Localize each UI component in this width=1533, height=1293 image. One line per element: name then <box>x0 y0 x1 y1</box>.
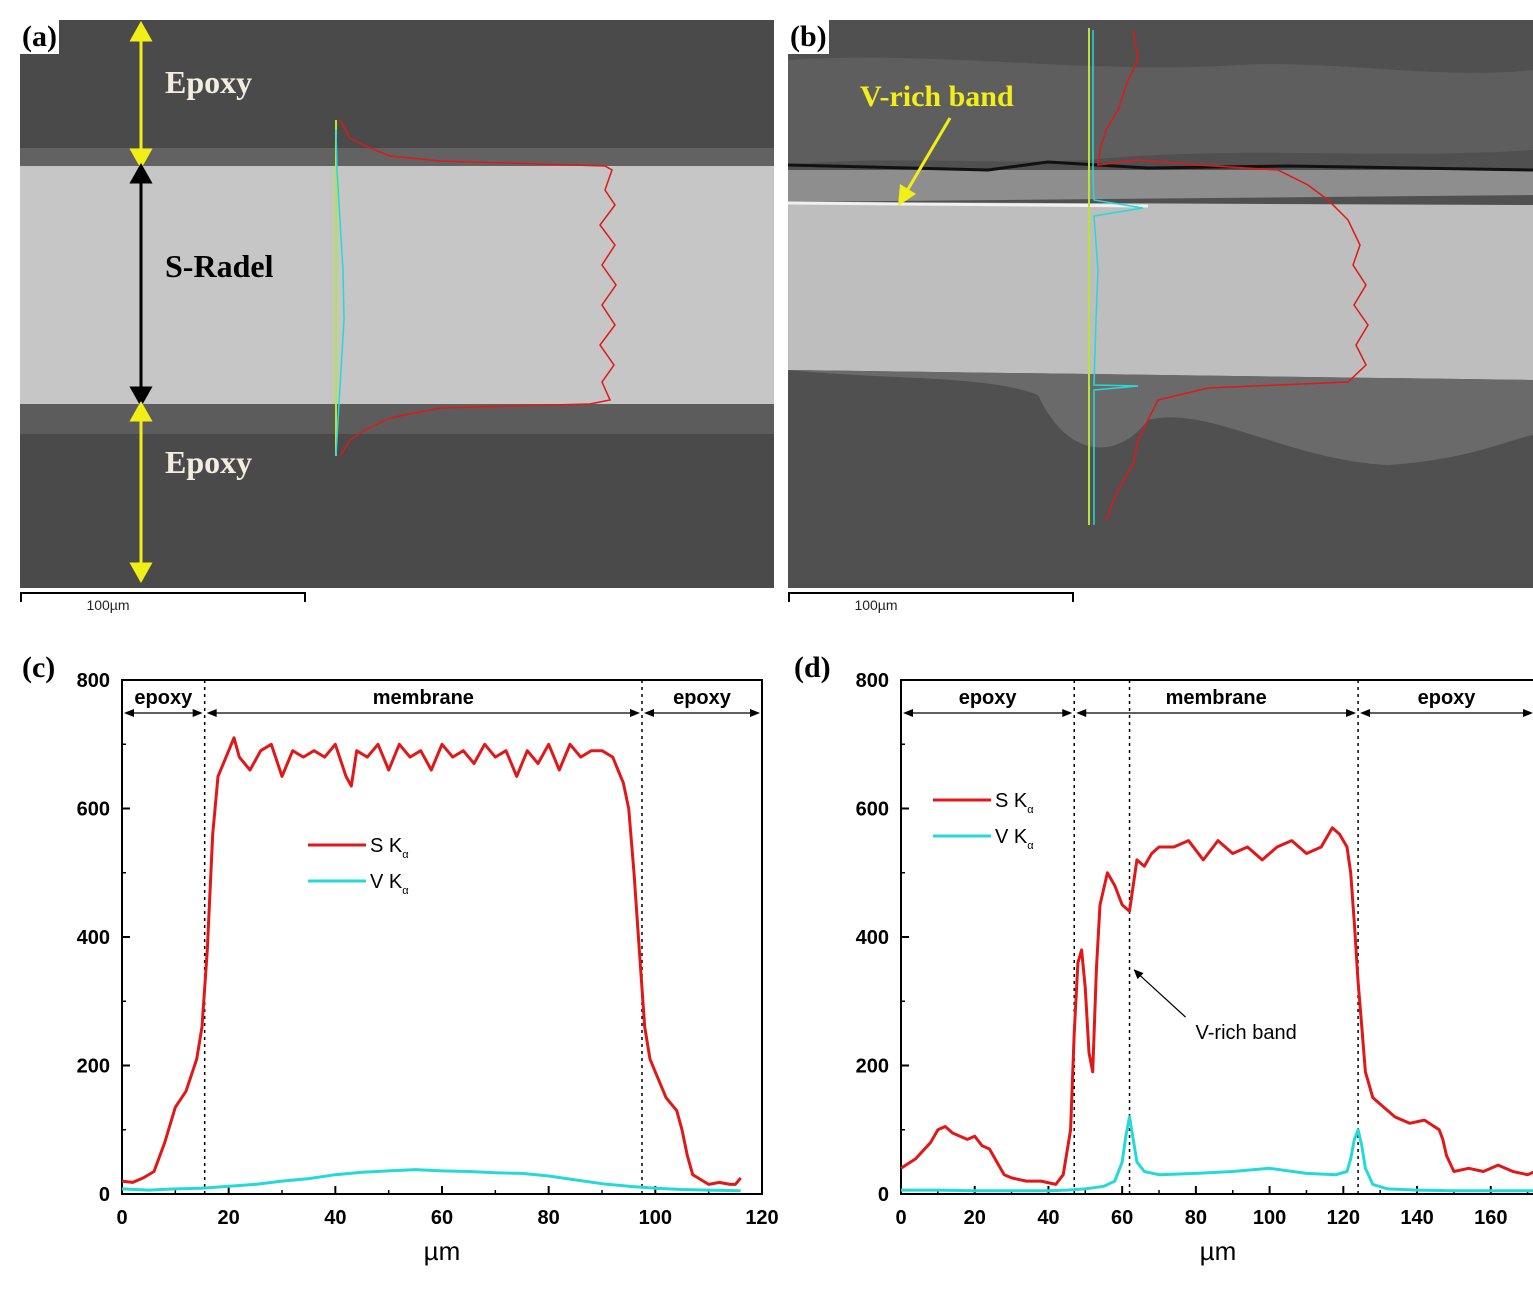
region-arrow-head <box>630 709 640 717</box>
annotation-arrow-head <box>1133 969 1144 980</box>
y-tick-label: 600 <box>856 799 889 821</box>
scalebar-a: 100µm <box>20 592 306 618</box>
scalebar-label: 100µm <box>854 597 898 613</box>
region-label: epoxy <box>134 687 193 709</box>
legend-label: V Kα <box>370 871 409 897</box>
cracked-band <box>788 170 1533 202</box>
chart-c: 0 200 400 600 800 0 20 40 60 80 100 120 µm epoxy membr… <box>20 640 780 1280</box>
panel-letter-d: (d) <box>792 651 833 685</box>
x-tick-label: 0 <box>895 1207 906 1229</box>
chart-d: 0 200 400 600 800 0 20 40 60 80 100 120 140 160 µm epox… <box>773 640 1533 1280</box>
lower-layer <box>788 370 1533 465</box>
x-tick-label: 40 <box>1037 1207 1059 1229</box>
scalebar-label: 100µm <box>86 597 130 613</box>
series-line <box>121 736 742 1186</box>
x-tick-label: 100 <box>1253 1207 1286 1229</box>
region-arrow-head <box>750 709 760 717</box>
panel-letter-b: (b) <box>788 20 829 54</box>
x-tick-label: 120 <box>745 1207 778 1229</box>
x-tick-label: 100 <box>639 1207 672 1229</box>
label-s-radel: S-Radel <box>165 248 274 284</box>
membrane-arrow <box>129 162 153 408</box>
legend-label: S Kα <box>995 790 1034 816</box>
upper-layer <box>788 57 1533 165</box>
region-arrow-head <box>1360 709 1371 717</box>
y-tick-label: 200 <box>77 1056 110 1078</box>
epoxy-arrow-bottom <box>129 400 153 584</box>
region-label: epoxy <box>673 687 732 709</box>
annotation-arrow <box>1137 972 1186 1018</box>
scalebar-line <box>20 592 306 602</box>
sem-image-b <box>788 20 1533 588</box>
y-tick-label: 0 <box>99 1184 110 1206</box>
legend-label: S Kα <box>370 835 409 861</box>
panel-letter-c: (c) <box>20 651 58 685</box>
chart-c-svg: 0 200 400 600 800 0 20 40 60 80 100 120 µm epoxy membr… <box>77 670 779 1266</box>
scalebar-b: 100µm <box>788 592 1074 618</box>
y-tick-label: 400 <box>856 927 889 949</box>
x-tick-label: 20 <box>218 1207 240 1229</box>
x-tick-label: 0 <box>116 1207 127 1229</box>
x-tick-label: 80 <box>1185 1207 1207 1229</box>
label-v-rich-band: V-rich band <box>860 80 1014 113</box>
v-profile-b <box>1092 30 1144 525</box>
y-tick-label: 800 <box>856 670 889 692</box>
region-arrow-head <box>192 709 203 717</box>
region-arrow-head <box>1346 709 1357 717</box>
region-label: membrane <box>1166 687 1267 709</box>
y-tick-label: 400 <box>77 927 110 949</box>
region-arrow-head <box>124 709 134 717</box>
membrane-region <box>20 166 774 404</box>
y-tick-label: 200 <box>856 1056 889 1078</box>
x-axis-label: µm <box>1200 1236 1237 1266</box>
membrane-region <box>788 202 1533 380</box>
panel-letter-a: (a) <box>20 20 59 54</box>
series-line <box>121 1168 741 1193</box>
v-rich-band-arrow <box>898 117 952 206</box>
region-arrow-head <box>644 709 654 717</box>
x-tick-label: 40 <box>324 1207 346 1229</box>
x-tick-label: 60 <box>1111 1207 1133 1229</box>
x-tick-label: 80 <box>538 1207 560 1229</box>
sem-b-svg <box>788 20 1533 588</box>
x-tick-label: 60 <box>431 1207 453 1229</box>
scalebar-line <box>788 592 1074 602</box>
region-arrow-head <box>1062 709 1073 717</box>
region-label: membrane <box>373 687 474 709</box>
y-tick-label: 600 <box>77 799 110 821</box>
x-axis-label: µm <box>424 1236 461 1266</box>
sem-a-svg <box>20 20 774 588</box>
chart-d-svg: 0 200 400 600 800 0 20 40 60 80 100 120 140 160 µm epox… <box>856 670 1533 1266</box>
v-profile-a <box>335 129 345 457</box>
legend-label: V Kα <box>995 826 1034 852</box>
y-tick-label: 800 <box>77 670 110 692</box>
plot-frame <box>900 679 1533 1195</box>
series-line <box>900 826 1533 1186</box>
sem-image-a <box>20 20 774 588</box>
plot-frame <box>121 679 763 1195</box>
x-tick-label: 20 <box>964 1207 986 1229</box>
series-line <box>901 1115 1533 1193</box>
x-tick-label: 140 <box>1400 1207 1433 1229</box>
region-arrow-head <box>1523 709 1533 717</box>
region-label: epoxy <box>959 687 1018 709</box>
y-tick-label: 0 <box>878 1184 889 1206</box>
s-profile-a <box>339 119 617 457</box>
label-epoxy-bottom: Epoxy <box>165 444 253 480</box>
label-epoxy-top: Epoxy <box>165 64 253 100</box>
region-arrow-head <box>903 709 913 717</box>
region-label: epoxy <box>1418 687 1477 709</box>
s-profile-b <box>1097 29 1369 521</box>
x-tick-label: 120 <box>1327 1207 1360 1229</box>
x-tick-label: 160 <box>1474 1207 1507 1229</box>
annotation-label: V-rich band <box>1196 1022 1297 1044</box>
epoxy-arrow-top <box>129 20 153 170</box>
region-arrow-head <box>206 709 217 717</box>
region-arrow-head <box>1076 709 1087 717</box>
